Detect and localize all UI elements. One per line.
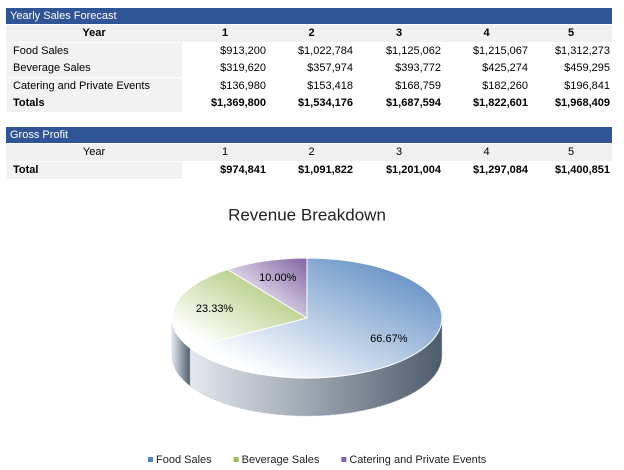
- legend-swatch: [341, 457, 347, 462]
- cell-value: $1,297,084: [472, 163, 528, 176]
- column-header: 3: [355, 25, 443, 42]
- cell-value: $974,841: [220, 163, 266, 176]
- cell-value: $1,125,062: [385, 44, 441, 57]
- data-label: 10.00%: [259, 272, 297, 284]
- table-title: Gross Profit: [6, 127, 612, 143]
- column-header: Year: [6, 144, 182, 161]
- cell-value: $393,772: [395, 62, 441, 74]
- cell-value: $319,620: [220, 62, 266, 74]
- cell-value: $1,822,601: [472, 97, 528, 109]
- legend-label: Catering and Private Events: [349, 454, 486, 466]
- column-header: 4: [443, 144, 530, 161]
- column-header: 1: [182, 144, 268, 161]
- cell-value: $1,215,067: [472, 44, 528, 57]
- cell-value: $136,980: [220, 79, 266, 92]
- row-label: Food Sales: [6, 42, 182, 60]
- cell-value: $153,418: [307, 79, 353, 92]
- pie-slice: [188, 257, 443, 379]
- legend-swatch: [233, 457, 239, 462]
- row-label: Totals: [6, 95, 182, 112]
- cell-value: $1,534,176: [297, 97, 353, 109]
- column-header: 2: [268, 25, 355, 42]
- column-header: 5: [530, 144, 612, 161]
- cell-value: $1,022,784: [297, 44, 353, 57]
- column-header: 5: [530, 25, 612, 42]
- cell-value: $913,200: [220, 44, 266, 57]
- cell-value: $1,400,851: [554, 163, 610, 176]
- cell-value: $182,260: [482, 79, 528, 92]
- table-title: Yearly Sales Forecast: [6, 8, 612, 24]
- cell-value: $1,312,273: [554, 44, 610, 57]
- legend-label: Food Sales: [156, 454, 212, 466]
- data-label: 66.67%: [370, 333, 408, 345]
- column-header: Year: [6, 25, 182, 42]
- cell-value: $425,274: [482, 62, 528, 74]
- column-header: 2: [268, 144, 355, 161]
- cell-value: $1,091,822: [297, 163, 353, 176]
- column-header: 3: [355, 144, 443, 161]
- pie-slice: [171, 268, 309, 349]
- row-label: Beverage Sales: [6, 60, 182, 77]
- cell-value: $1,968,409: [554, 97, 610, 109]
- legend-label: Beverage Sales: [242, 454, 320, 466]
- cell-value: $459,295: [564, 62, 610, 74]
- cell-value: $1,369,800: [210, 97, 266, 109]
- cell-value: $1,201,004: [385, 163, 441, 176]
- cell-value: $357,974: [307, 62, 353, 74]
- cell-value: $1,687,594: [385, 97, 441, 109]
- row-label: Catering and Private Events: [6, 77, 182, 95]
- chart-title: Revenue Breakdown: [228, 205, 386, 224]
- legend-swatch: [148, 457, 153, 462]
- data-label: 23.33%: [196, 303, 234, 315]
- cell-value: $168,759: [395, 79, 441, 92]
- cell-value: $196,841: [564, 79, 610, 92]
- column-header: 1: [182, 25, 268, 42]
- row-label: Total: [6, 161, 182, 179]
- pie-slice: [226, 257, 308, 319]
- column-header: 4: [443, 25, 530, 42]
